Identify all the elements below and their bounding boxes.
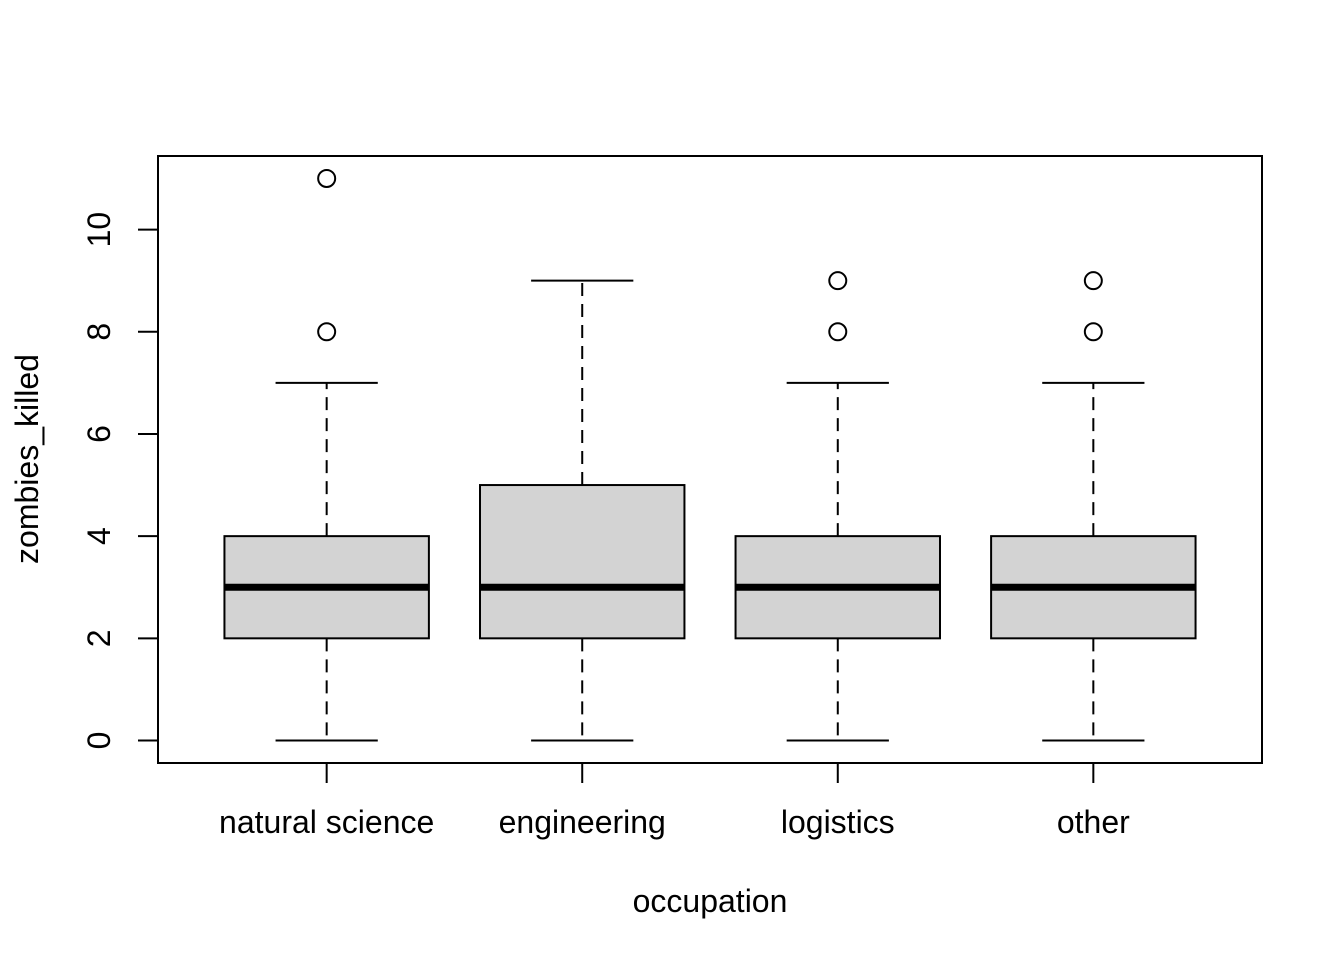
y-axis-title: zombies_killed bbox=[9, 354, 45, 564]
plot-frame bbox=[157, 155, 1263, 764]
iqr-box bbox=[479, 484, 686, 640]
box-group-other bbox=[990, 271, 1197, 742]
x-axis-title: occupation bbox=[633, 883, 788, 919]
y-tick-label: 4 bbox=[81, 527, 117, 545]
box-group-logistics bbox=[734, 271, 941, 742]
y-tick-label: 10 bbox=[81, 212, 117, 248]
y-tick-label: 8 bbox=[81, 323, 117, 341]
box-group-natural-science bbox=[223, 168, 430, 742]
outlier-point bbox=[828, 322, 848, 342]
y-tick-label: 6 bbox=[81, 425, 117, 443]
outlier-point bbox=[828, 271, 848, 291]
outlier-point bbox=[317, 322, 337, 342]
x-tick-label-natural-science: natural science bbox=[219, 804, 434, 840]
boxes-layer bbox=[223, 168, 1197, 742]
y-tick-label: 2 bbox=[81, 629, 117, 647]
outlier-point bbox=[317, 168, 337, 188]
x-tick-label-other: other bbox=[1057, 804, 1130, 840]
x-axis: natural science engineering logistics other bbox=[219, 763, 1130, 840]
x-tick-label-engineering: engineering bbox=[499, 804, 666, 840]
outlier-point bbox=[1083, 271, 1103, 291]
outlier-point bbox=[1083, 322, 1103, 342]
x-tick-label-logistics: logistics bbox=[781, 804, 895, 840]
y-tick-label: 0 bbox=[81, 732, 117, 750]
box-group-engineering bbox=[479, 279, 686, 742]
y-axis: 0 2 4 6 8 10 bbox=[81, 212, 158, 750]
